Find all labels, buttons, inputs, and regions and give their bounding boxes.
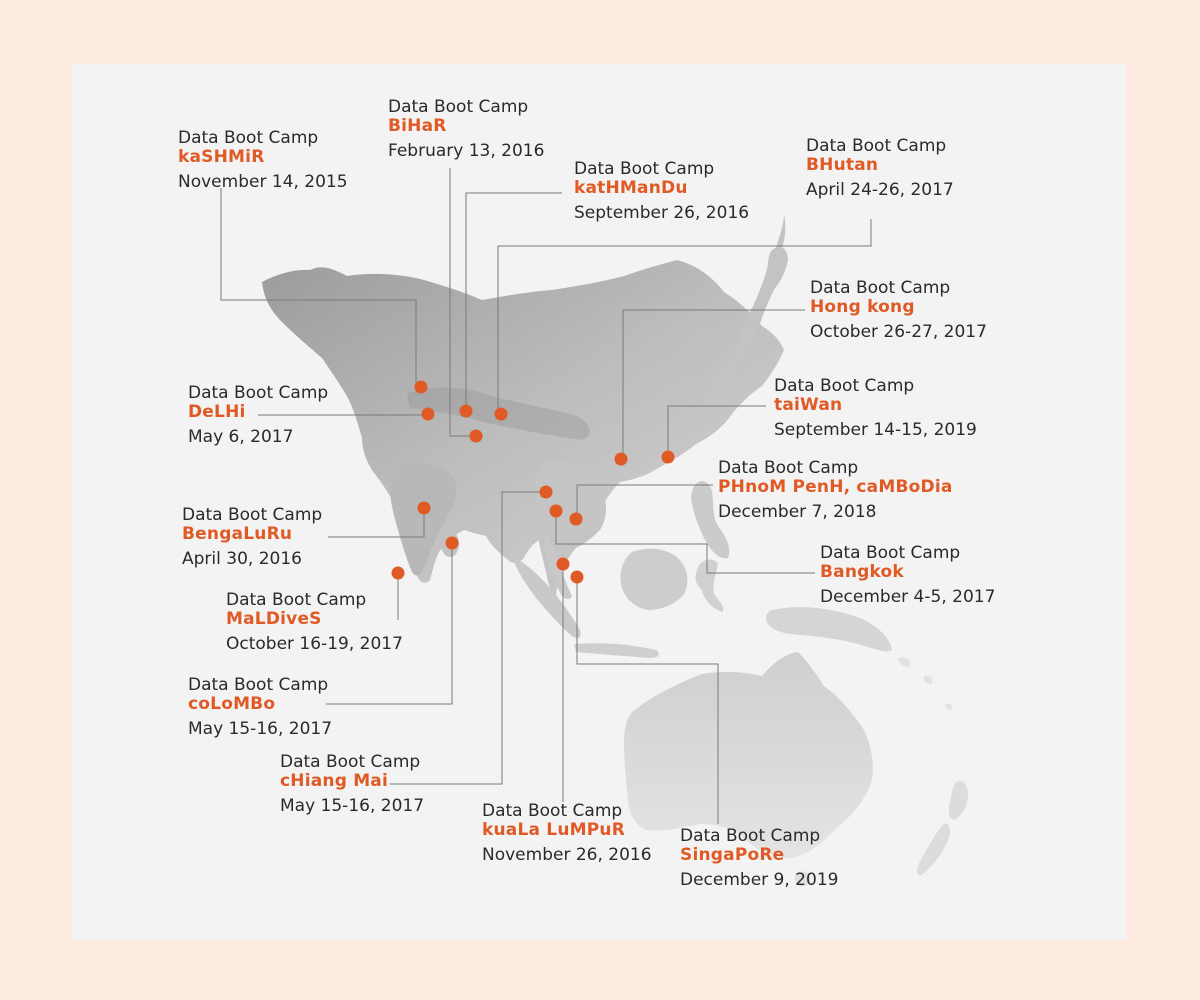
marker-taiwan[interactable] xyxy=(661,450,675,464)
land-pacific-islands xyxy=(898,657,953,710)
label-city: coLoMBo xyxy=(188,694,276,714)
label-heading: Data Boot Camp xyxy=(806,136,947,156)
label-heading: Data Boot Camp xyxy=(810,278,951,298)
label-city: BengaLuRu xyxy=(182,524,293,544)
asia-pacific-map xyxy=(220,168,968,887)
label-date: May 6, 2017 xyxy=(188,427,294,447)
land-sakhalin xyxy=(776,214,786,248)
marker-bengaluru[interactable] xyxy=(417,501,431,515)
label-bhutan: Data Boot Camp BHutan April 24-26, 2017 xyxy=(806,138,954,199)
land-java xyxy=(574,643,659,658)
marker-hong-kong[interactable] xyxy=(614,452,628,466)
marker-colombo[interactable] xyxy=(445,536,459,550)
label-heading: Data Boot Camp xyxy=(188,675,329,695)
land-sulawesi xyxy=(695,559,724,612)
label-kuala-lumpur: Data Boot Camp kuaLa LuMPuR November 26,… xyxy=(482,803,652,864)
marker-bangkok[interactable] xyxy=(549,504,563,518)
label-date: April 24-26, 2017 xyxy=(806,180,954,200)
label-city: kaSHMiR xyxy=(178,147,265,167)
label-date: November 26, 2016 xyxy=(482,845,652,865)
label-heading: Data Boot Camp xyxy=(226,590,367,610)
label-date: October 16-19, 2017 xyxy=(226,634,403,654)
label-heading: Data Boot Camp xyxy=(482,801,623,821)
label-date: February 13, 2016 xyxy=(388,141,545,161)
marker-kashmir[interactable] xyxy=(414,380,428,394)
label-heading: Data Boot Camp xyxy=(574,159,715,179)
label-heading: Data Boot Camp xyxy=(178,128,319,148)
label-hong-kong: Data Boot Camp Hong kong October 26-27, … xyxy=(810,280,987,341)
land-indochina xyxy=(534,461,607,600)
label-bengaluru: Data Boot Camp BengaLuRu April 30, 2016 xyxy=(182,507,322,568)
label-date: September 14-15, 2019 xyxy=(774,420,977,440)
label-delhi: Data Boot Camp DeLHi May 6, 2017 xyxy=(188,385,328,446)
label-heading: Data Boot Camp xyxy=(718,458,859,478)
label-city: taiWan xyxy=(774,395,843,415)
label-date: November 14, 2015 xyxy=(178,172,348,192)
label-city: katHManDu xyxy=(574,178,688,198)
label-city: MaLDiveS xyxy=(226,609,322,629)
marker-chiang-mai[interactable] xyxy=(539,485,553,499)
label-phnom-penh: Data Boot Camp PHnoM PenH, caMBoDia Dece… xyxy=(718,460,953,521)
label-city: Bangkok xyxy=(820,562,904,582)
label-heading: Data Boot Camp xyxy=(774,376,915,396)
camp-markers xyxy=(391,380,675,584)
land-india xyxy=(390,463,457,576)
marker-kathmandu[interactable] xyxy=(459,404,473,418)
label-heading: Data Boot Camp xyxy=(188,383,329,403)
land-new-zealand-south xyxy=(917,823,951,876)
map-card: Data Boot Camp kaSHMiR November 14, 2015… xyxy=(72,64,1126,940)
label-heading: Data Boot Camp xyxy=(280,752,421,772)
label-singapore: Data Boot Camp SingaPoRe December 9, 201… xyxy=(680,828,838,889)
label-city: Hong kong xyxy=(810,297,915,317)
label-city: BHutan xyxy=(806,155,879,175)
land-philippines xyxy=(691,481,730,559)
label-city: cHiang Mai xyxy=(280,771,389,791)
label-taiwan: Data Boot Camp taiWan September 14-15, 2… xyxy=(774,378,977,439)
label-kashmir: Data Boot Camp kaSHMiR November 14, 2015 xyxy=(178,130,348,191)
label-bihar: Data Boot Camp BiHaR February 13, 2016 xyxy=(388,99,544,160)
label-date: October 26-27, 2017 xyxy=(810,322,987,342)
label-chiang-mai: Data Boot Camp cHiang Mai May 15-16, 201… xyxy=(280,754,424,815)
land-new-guinea xyxy=(766,607,892,652)
label-kathmandu: Data Boot Camp katHManDu September 26, 2… xyxy=(574,161,749,222)
label-city: BiHaR xyxy=(388,116,447,136)
label-date: December 9, 2019 xyxy=(680,870,839,890)
marker-bhutan[interactable] xyxy=(494,407,508,421)
land-borneo xyxy=(620,548,688,610)
label-colombo: Data Boot Camp coLoMBo May 15-16, 2017 xyxy=(188,677,332,738)
marker-singapore[interactable] xyxy=(570,570,584,584)
label-city: PHnoM PenH, caMBoDia xyxy=(718,477,953,497)
label-date: April 30, 2016 xyxy=(182,549,302,569)
marker-delhi[interactable] xyxy=(421,407,435,421)
land-korea xyxy=(692,328,715,374)
label-city: SingaPoRe xyxy=(680,845,785,865)
label-maldives: Data Boot Camp MaLDiveS October 16-19, 2… xyxy=(226,592,403,653)
label-heading: Data Boot Camp xyxy=(680,826,821,846)
label-date: September 26, 2016 xyxy=(574,203,750,223)
land-new-zealand-north xyxy=(948,780,968,820)
marker-phnom-penh[interactable] xyxy=(569,512,583,526)
label-city: kuaLa LuMPuR xyxy=(482,820,626,840)
leader-lines xyxy=(220,168,872,824)
label-date: December 4-5, 2017 xyxy=(820,587,996,607)
label-date: December 7, 2018 xyxy=(718,502,877,522)
land-tasmania xyxy=(794,871,811,887)
marker-bihar[interactable] xyxy=(469,429,483,443)
land-japan xyxy=(708,247,788,389)
marker-maldives[interactable] xyxy=(391,566,405,580)
label-city: DeLHi xyxy=(188,402,246,422)
label-date: May 15-16, 2017 xyxy=(280,796,425,816)
label-heading: Data Boot Camp xyxy=(182,505,323,525)
marker-kuala-lumpur[interactable] xyxy=(556,557,570,571)
label-heading: Data Boot Camp xyxy=(388,97,529,117)
label-bangkok: Data Boot Camp Bangkok December 4-5, 201… xyxy=(820,545,995,606)
label-heading: Data Boot Camp xyxy=(820,543,961,563)
label-date: May 15-16, 2017 xyxy=(188,719,333,739)
land-australia xyxy=(624,652,873,858)
